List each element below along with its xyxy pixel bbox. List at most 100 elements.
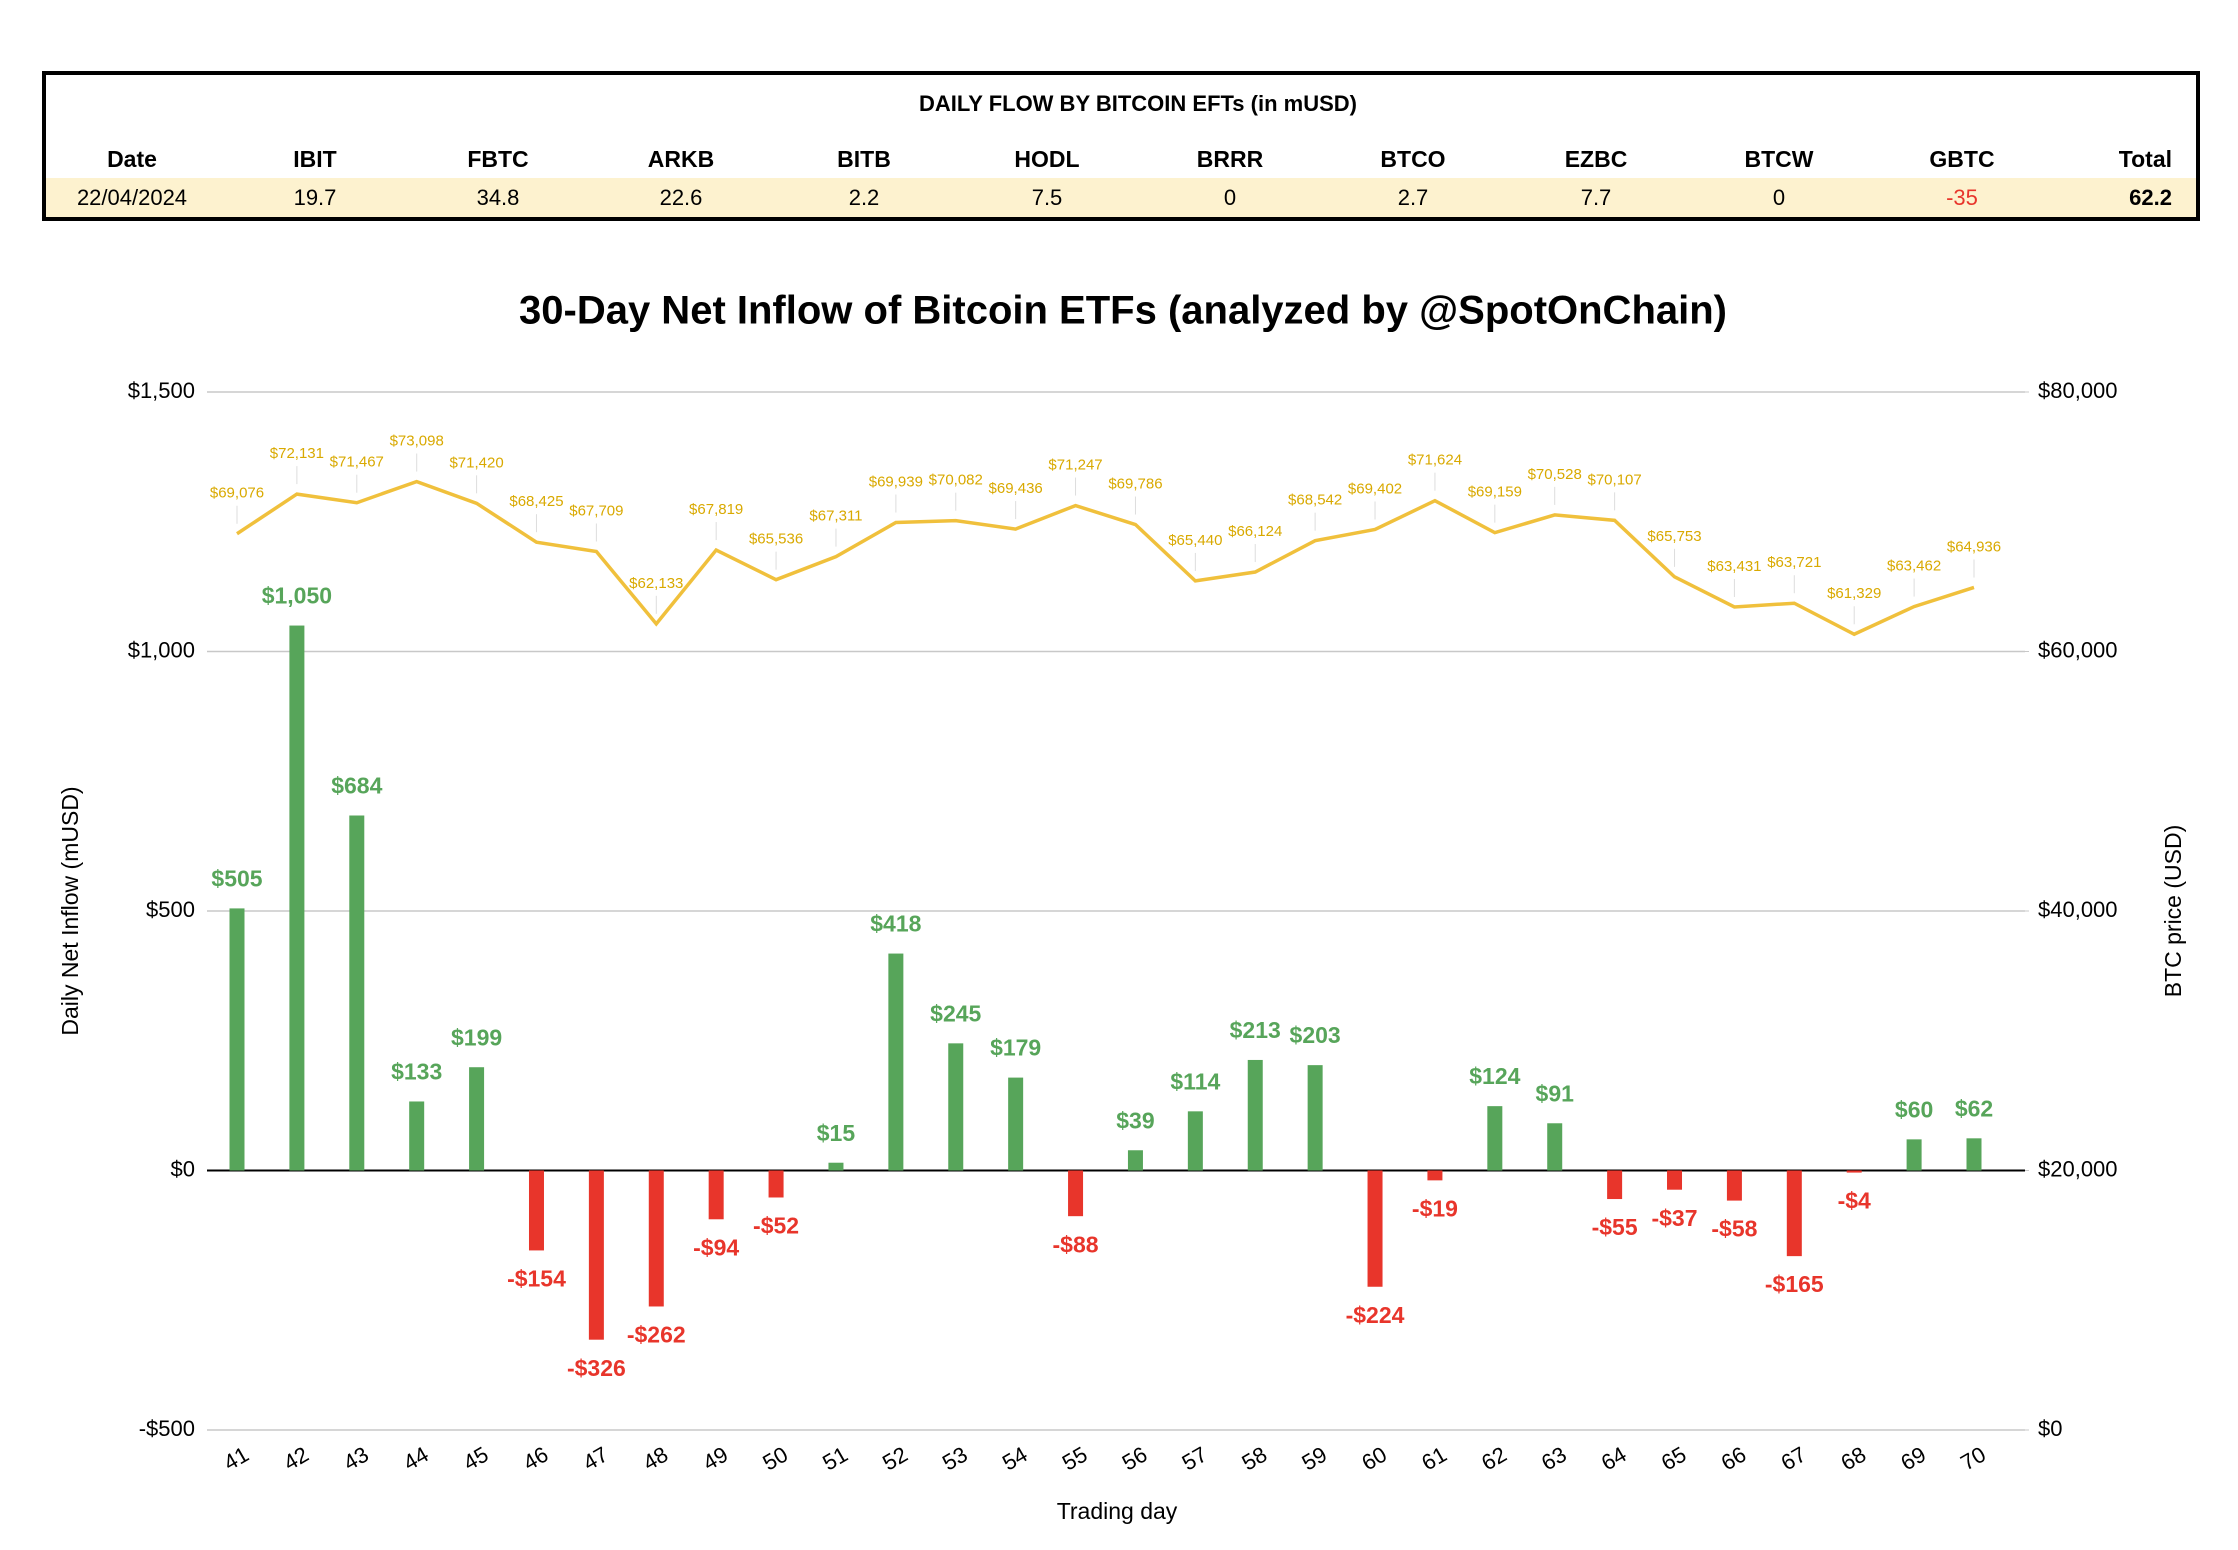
- table-header: BTCW: [1745, 146, 1814, 172]
- bar-label: -$55: [1592, 1214, 1638, 1240]
- bar: [469, 1067, 485, 1171]
- bar: [409, 1101, 425, 1171]
- bar-label: $91: [1536, 1080, 1575, 1106]
- y2-axis-title: BTC price (USD): [2160, 825, 2186, 998]
- bar: [1786, 1170, 1802, 1257]
- y2-tick-label: $20,000: [2038, 1156, 2118, 1181]
- line-label: $65,753: [1647, 528, 1701, 545]
- bar-label: -$4: [1838, 1188, 1871, 1214]
- bar-label: $245: [930, 1000, 981, 1026]
- line-label: $68,425: [509, 493, 563, 510]
- line-label: $69,436: [989, 480, 1043, 497]
- line-label: $62,133: [629, 575, 683, 592]
- bar-label: $62: [1955, 1095, 1993, 1121]
- bar: [1607, 1170, 1623, 1200]
- line-label: $65,440: [1168, 532, 1222, 549]
- bar-label: $39: [1116, 1107, 1154, 1133]
- bar: [648, 1170, 664, 1307]
- bar-label: -$88: [1053, 1231, 1099, 1257]
- table-cell: 2.2: [849, 185, 880, 210]
- chart-title: 30-Day Net Inflow of Bitcoin ETFs (analy…: [519, 289, 1727, 333]
- table-header: BITB: [837, 146, 891, 172]
- table-cell: 7.7: [1581, 185, 1612, 210]
- table-cell: -35: [1946, 185, 1978, 210]
- line-label: $67,819: [689, 501, 743, 518]
- bar: [1487, 1106, 1503, 1171]
- line-label: $69,786: [1108, 475, 1162, 492]
- line-label: $67,311: [809, 508, 862, 525]
- bar-label: $133: [391, 1059, 442, 1085]
- bar: [1367, 1170, 1383, 1287]
- line-label: $64,936: [1947, 538, 2001, 555]
- bar: [1726, 1170, 1742, 1201]
- bar: [229, 908, 245, 1171]
- bar-label: -$224: [1346, 1302, 1405, 1328]
- line-label: $70,107: [1588, 471, 1642, 488]
- table-cell: 19.7: [294, 185, 337, 210]
- bar: [1427, 1170, 1443, 1181]
- line-label: $61,329: [1827, 585, 1881, 602]
- bar: [1068, 1170, 1084, 1217]
- bar-label: $203: [1290, 1022, 1341, 1048]
- table-header: EZBC: [1565, 146, 1628, 172]
- bar: [1187, 1111, 1203, 1171]
- line-label: $68,542: [1288, 492, 1342, 509]
- price-line: [236, 479, 1975, 637]
- table-cell: 22.6: [660, 185, 703, 210]
- line-label: $63,431: [1707, 558, 1761, 575]
- bar: [1008, 1077, 1024, 1171]
- table-header: BTCO: [1380, 146, 1445, 172]
- bar: [528, 1170, 544, 1251]
- bar-label: -$19: [1412, 1195, 1458, 1221]
- table-header: Total: [2119, 146, 2172, 172]
- bar-label: -$154: [507, 1266, 566, 1292]
- bar-label: $1,050: [262, 583, 332, 609]
- bar-label: $124: [1469, 1063, 1520, 1089]
- bar: [888, 953, 904, 1171]
- bar: [828, 1162, 844, 1171]
- bar-label: $213: [1230, 1017, 1281, 1043]
- line-label: $71,624: [1408, 452, 1462, 469]
- table-cell: 22/04/2024: [77, 185, 187, 210]
- table-header: ARKB: [648, 146, 714, 172]
- bar-label: -$58: [1711, 1216, 1757, 1242]
- line-label: $63,721: [1767, 554, 1821, 571]
- line-label: $63,462: [1887, 558, 1941, 575]
- bar-label: -$94: [693, 1234, 739, 1260]
- bar: [948, 1043, 964, 1171]
- bar-label: $505: [211, 865, 262, 891]
- y2-tick-label: $60,000: [2038, 637, 2118, 662]
- bar: [1127, 1150, 1143, 1171]
- bar: [1667, 1170, 1683, 1190]
- bar-label: $179: [990, 1035, 1041, 1061]
- bar-label: -$165: [1765, 1271, 1824, 1297]
- line-label: $70,082: [929, 472, 983, 489]
- table-row-bg: [45, 178, 2197, 218]
- bar-label: -$326: [567, 1355, 626, 1381]
- y-tick-label: $0: [171, 1156, 195, 1181]
- y2-tick-label: $40,000: [2038, 897, 2118, 922]
- bar: [1307, 1065, 1323, 1171]
- bar: [289, 625, 305, 1171]
- line-label: $67,709: [569, 502, 623, 519]
- line-label: $72,131: [270, 445, 324, 462]
- bar: [1547, 1123, 1563, 1171]
- line-label: $71,467: [330, 454, 384, 471]
- y2-tick-label: $80,000: [2038, 378, 2118, 403]
- line-label: $69,076: [210, 485, 264, 502]
- bar: [1247, 1059, 1263, 1171]
- table-cell: 0: [1224, 185, 1236, 210]
- line-label: $71,420: [449, 454, 503, 471]
- line-label: $71,247: [1048, 457, 1102, 474]
- table-cell: 34.8: [477, 185, 520, 210]
- line-label: $69,939: [869, 474, 923, 491]
- line-label: $66,124: [1228, 523, 1282, 540]
- bar-label: -$37: [1651, 1205, 1697, 1231]
- y-axis-title: Daily Net Inflow (mUSD): [57, 786, 83, 1035]
- bar: [1966, 1138, 1982, 1171]
- table-border: [42, 71, 2200, 221]
- x-axis-title: Trading day: [1057, 1498, 1178, 1524]
- table-cell: 62.2: [2129, 185, 2172, 210]
- y-tick-label: -$500: [139, 1416, 195, 1441]
